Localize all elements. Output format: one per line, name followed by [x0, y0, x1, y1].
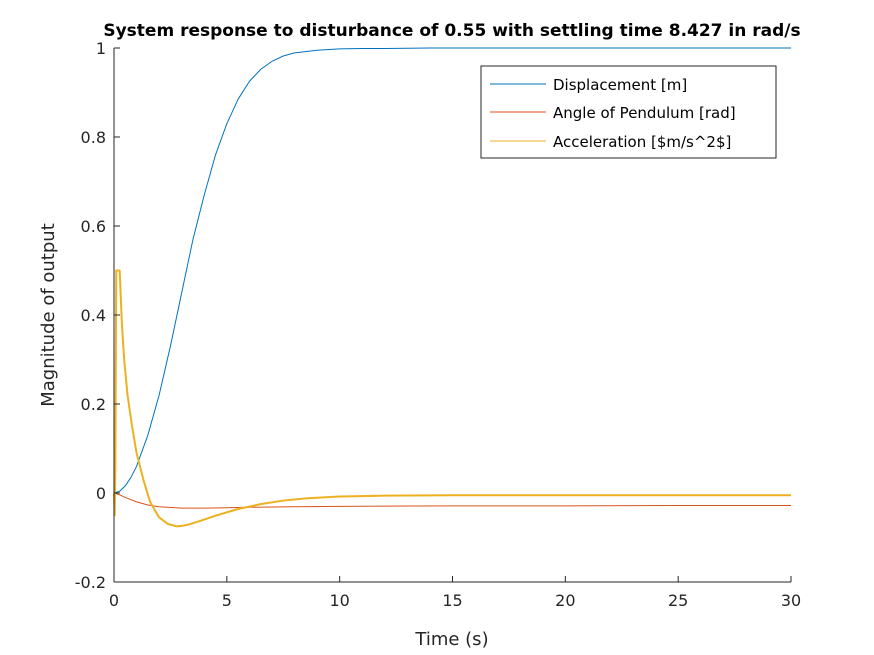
y-tick-label: 1: [96, 39, 106, 58]
legend-label-acceleration: Acceleration [$m/s^2$]: [553, 133, 731, 151]
acceleration-line: [113, 269, 791, 528]
x-tick-label: 30: [781, 591, 801, 610]
displacement-line: [113, 47, 791, 494]
x-tick-label: 5: [222, 591, 232, 610]
series-layer: [113, 47, 791, 528]
y-tick-label: 0: [96, 484, 106, 503]
y-tick-label: 0.8: [81, 128, 106, 147]
x-ticks: 0 5 10 15 20 25 30: [109, 576, 801, 610]
x-tick-label: 25: [668, 591, 688, 610]
x-tick-label: 0: [109, 591, 119, 610]
angle-line: [113, 492, 791, 509]
x-tick-label: 10: [329, 591, 349, 610]
y-tick-label: 0.4: [81, 306, 106, 325]
y-tick-label: -0.2: [75, 573, 106, 592]
y-axis-label: Magnitude of output: [38, 223, 59, 407]
y-tick-label: 0.6: [81, 217, 106, 236]
legend-label-angle: Angle of Pendulum [rad]: [553, 104, 736, 122]
y-tick-label: 0.2: [81, 395, 106, 414]
y-ticks: -0.2 0 0.2 0.4 0.6 0.8 1: [75, 39, 120, 592]
legend: Displacement [m] Angle of Pendulum [rad]…: [480, 65, 777, 159]
x-tick-label: 20: [555, 591, 575, 610]
x-tick-label: 15: [442, 591, 462, 610]
legend-label-displacement: Displacement [m]: [553, 76, 687, 94]
chart-title: System response to disturbance of 0.55 w…: [103, 21, 800, 41]
x-axis-label: Time (s): [414, 629, 488, 650]
